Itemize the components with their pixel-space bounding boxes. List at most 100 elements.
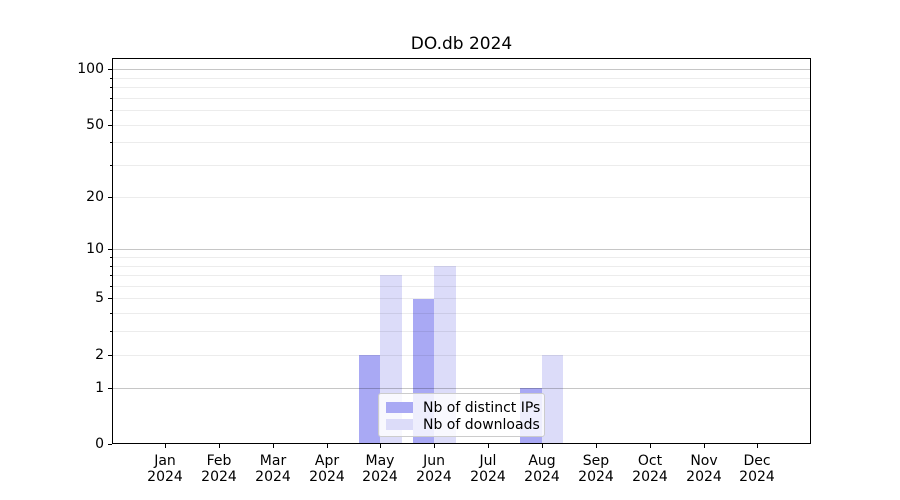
x-tick-label-jul: Jul 2024 [452, 453, 524, 485]
x-tick-label-jun: Jun 2024 [398, 453, 470, 485]
x-tick-jan [165, 444, 166, 448]
x-tick-jun [434, 444, 435, 448]
gridline-minor-30 [112, 165, 811, 166]
x-label-month: Oct [637, 453, 663, 469]
gridline-minor-2 [112, 355, 811, 356]
y-tick-label-10: 10 [86, 241, 104, 257]
x-label-year: 2024 [309, 469, 345, 485]
x-label-month: Aug [528, 453, 556, 469]
x-label-month: Jun [423, 453, 445, 469]
gridline-minor-3 [112, 331, 811, 332]
x-label-year: 2024 [632, 469, 668, 485]
x-label-month: Feb [206, 453, 232, 469]
x-tick-label-jan: Jan 2024 [129, 453, 201, 485]
x-tick-label-feb: Feb 2024 [183, 453, 255, 485]
x-tick-label-may: May 2024 [344, 453, 416, 485]
y-minor-tick-60 [110, 110, 112, 111]
y-tick-label-1: 1 [95, 380, 104, 396]
y-tick-10 [108, 249, 112, 250]
x-tick-label-apr: Apr 2024 [291, 453, 363, 485]
x-tick-dec [757, 444, 758, 448]
y-tick-20 [108, 197, 112, 198]
x-label-year: 2024 [686, 469, 722, 485]
y-tick-5 [108, 298, 112, 299]
y-tick-label-5: 5 [95, 290, 104, 306]
x-tick-nov [704, 444, 705, 448]
y-tick-label-20: 20 [86, 189, 104, 205]
x-label-month: Dec [743, 453, 771, 469]
x-label-year: 2024 [201, 469, 237, 485]
x-tick-label-sep: Sep 2024 [560, 453, 632, 485]
gridline-minor-70 [112, 98, 811, 99]
y-minor-tick-3 [110, 331, 112, 332]
x-tick-sep [596, 444, 597, 448]
gridline-minor-80 [112, 87, 811, 88]
gridline-major-1 [112, 388, 811, 389]
y-tick-label-2: 2 [95, 347, 104, 363]
x-tick-label-aug: Aug 2024 [506, 453, 578, 485]
y-minor-tick-4 [110, 313, 112, 314]
x-label-year: 2024 [255, 469, 291, 485]
chart-title: DO.db 2024 [410, 34, 513, 54]
y-tick-0 [108, 444, 112, 445]
y-minor-tick-40 [110, 142, 112, 143]
y-tick-2 [108, 355, 112, 356]
gridline-minor-20 [112, 197, 811, 198]
gridline-major-100 [112, 69, 811, 70]
x-label-month: Jan [154, 453, 176, 469]
legend-swatch-downloads [386, 419, 413, 430]
gridline-minor-5 [112, 298, 811, 299]
y-tick-label-50: 50 [86, 117, 104, 133]
y-minor-tick-9 [110, 257, 112, 258]
x-tick-label-nov: Nov 2024 [668, 453, 740, 485]
legend: Nb of distinct IPs Nb of downloads [378, 393, 545, 437]
y-tick-label-0: 0 [95, 436, 104, 452]
x-label-year: 2024 [147, 469, 183, 485]
x-tick-may [380, 444, 381, 448]
x-label-year: 2024 [362, 469, 398, 485]
x-label-year: 2024 [578, 469, 614, 485]
gridline-minor-40 [112, 142, 811, 143]
y-tick-label-100: 100 [77, 61, 104, 77]
y-minor-tick-30 [110, 165, 112, 166]
x-tick-apr [327, 444, 328, 448]
x-label-year: 2024 [470, 469, 506, 485]
x-label-month: Nov [690, 453, 718, 469]
legend-row-distinct-ips: Nb of distinct IPs [386, 399, 541, 416]
gridline-minor-8 [112, 266, 811, 267]
x-label-year: 2024 [524, 469, 560, 485]
x-tick-label-oct: Oct 2024 [614, 453, 686, 485]
x-tick-aug [542, 444, 543, 448]
gridline-minor-90 [112, 78, 811, 79]
y-minor-tick-8 [110, 266, 112, 267]
gridline-minor-60 [112, 110, 811, 111]
x-tick-feb [219, 444, 220, 448]
gridline-minor-9 [112, 257, 811, 258]
bar-distinct-ips-may [358, 354, 381, 444]
x-tick-label-mar: Mar 2024 [237, 453, 309, 485]
x-label-month: Mar [259, 453, 287, 469]
y-minor-tick-90 [110, 78, 112, 79]
gridline-minor-4 [112, 313, 811, 314]
x-label-year: 2024 [739, 469, 775, 485]
x-tick-oct [650, 444, 651, 448]
y-minor-tick-7 [110, 275, 112, 276]
legend-swatch-distinct-ips [386, 402, 413, 413]
x-tick-jul [488, 444, 489, 448]
grid-layer [112, 58, 811, 444]
y-tick-100 [108, 69, 112, 70]
y-minor-tick-6 [110, 286, 112, 287]
x-label-month: May [365, 453, 395, 469]
legend-row-downloads: Nb of downloads [386, 416, 540, 433]
x-label-month: Sep [582, 453, 610, 469]
y-tick-1 [108, 388, 112, 389]
x-label-month: Apr [314, 453, 340, 469]
x-tick-label-dec: Dec 2024 [721, 453, 793, 485]
gridline-minor-6 [112, 286, 811, 287]
legend-label-distinct-ips: Nb of distinct IPs [423, 399, 541, 416]
legend-label-downloads: Nb of downloads [423, 416, 540, 433]
gridline-major-10 [112, 249, 811, 250]
